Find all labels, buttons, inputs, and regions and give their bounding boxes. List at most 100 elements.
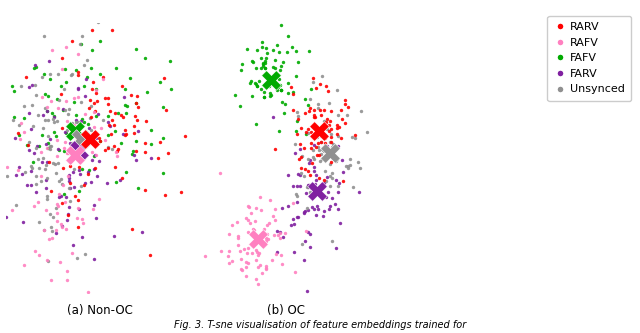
Point bbox=[230, 92, 240, 97]
Point bbox=[57, 223, 67, 228]
Point bbox=[85, 98, 95, 103]
Point bbox=[307, 205, 317, 210]
Point bbox=[26, 126, 36, 131]
Point bbox=[42, 109, 52, 114]
Point bbox=[305, 231, 316, 237]
Point bbox=[326, 108, 336, 114]
Point bbox=[53, 194, 63, 199]
Point bbox=[79, 155, 90, 160]
Point bbox=[333, 184, 343, 189]
Point bbox=[337, 178, 348, 183]
Point bbox=[109, 123, 119, 128]
Point bbox=[43, 94, 53, 99]
Point bbox=[93, 111, 104, 117]
Point bbox=[322, 174, 332, 179]
Point bbox=[79, 112, 90, 117]
Point bbox=[86, 86, 97, 91]
Point bbox=[65, 199, 76, 204]
Point bbox=[68, 96, 79, 101]
Point bbox=[310, 135, 321, 140]
Point bbox=[261, 45, 271, 51]
Point bbox=[316, 139, 326, 145]
Point bbox=[306, 130, 316, 135]
Point bbox=[302, 205, 312, 210]
Point bbox=[275, 236, 285, 241]
Point bbox=[306, 145, 316, 151]
Point bbox=[342, 113, 352, 118]
Point bbox=[305, 189, 315, 195]
Point bbox=[95, 139, 105, 144]
Point bbox=[78, 152, 88, 158]
Point bbox=[292, 193, 302, 199]
Point bbox=[337, 158, 347, 163]
Point bbox=[291, 128, 301, 134]
Point bbox=[17, 171, 28, 176]
Point bbox=[74, 294, 84, 300]
Point bbox=[292, 109, 303, 114]
Point bbox=[23, 143, 33, 148]
Point bbox=[125, 76, 136, 81]
Point bbox=[113, 146, 124, 151]
Point bbox=[132, 128, 143, 134]
Point bbox=[291, 150, 301, 156]
Point bbox=[64, 175, 74, 180]
Point bbox=[31, 65, 42, 70]
Point bbox=[132, 104, 143, 109]
Point bbox=[261, 56, 271, 61]
Point bbox=[268, 213, 278, 218]
Point bbox=[256, 207, 266, 212]
Point bbox=[81, 129, 92, 135]
Point bbox=[70, 129, 81, 134]
Point bbox=[111, 179, 122, 184]
Point bbox=[163, 151, 173, 156]
Point bbox=[327, 145, 337, 150]
Point bbox=[109, 143, 120, 148]
Legend: RARV, RAFV, FAFV, FARV, Unsynced: RARV, RAFV, FAFV, FARV, Unsynced bbox=[547, 16, 631, 101]
Point bbox=[270, 66, 280, 71]
Point bbox=[333, 134, 343, 139]
Point bbox=[65, 159, 75, 164]
Point bbox=[326, 195, 337, 200]
Point bbox=[300, 190, 310, 196]
Point bbox=[120, 86, 130, 92]
Point bbox=[261, 235, 271, 240]
Point bbox=[316, 151, 326, 157]
Point bbox=[146, 142, 156, 147]
Point bbox=[91, 113, 101, 119]
Point bbox=[42, 145, 52, 150]
Point bbox=[319, 118, 329, 123]
Point bbox=[113, 111, 123, 116]
Point bbox=[31, 181, 41, 187]
Point bbox=[93, 196, 104, 202]
Point bbox=[333, 206, 343, 212]
Point bbox=[269, 57, 280, 62]
Point bbox=[325, 162, 335, 167]
Point bbox=[52, 218, 63, 223]
Point bbox=[103, 114, 113, 119]
Point bbox=[289, 249, 299, 255]
Point bbox=[73, 205, 83, 211]
Point bbox=[269, 232, 280, 238]
Point bbox=[302, 184, 312, 189]
Point bbox=[45, 76, 56, 82]
Point bbox=[340, 120, 350, 126]
Point bbox=[259, 94, 269, 100]
Point bbox=[312, 188, 323, 193]
Point bbox=[88, 206, 99, 211]
Point bbox=[72, 135, 83, 141]
Point bbox=[274, 129, 284, 134]
Point bbox=[166, 86, 176, 92]
Point bbox=[43, 117, 53, 122]
Point bbox=[141, 119, 151, 124]
Point bbox=[30, 249, 40, 254]
Point bbox=[269, 206, 280, 211]
Point bbox=[102, 95, 113, 100]
Point bbox=[111, 150, 121, 155]
Point bbox=[132, 93, 142, 98]
Point bbox=[317, 156, 327, 161]
Point bbox=[320, 141, 330, 146]
Point bbox=[310, 172, 321, 178]
Point bbox=[65, 140, 75, 146]
Point bbox=[82, 74, 92, 79]
Point bbox=[132, 117, 142, 122]
